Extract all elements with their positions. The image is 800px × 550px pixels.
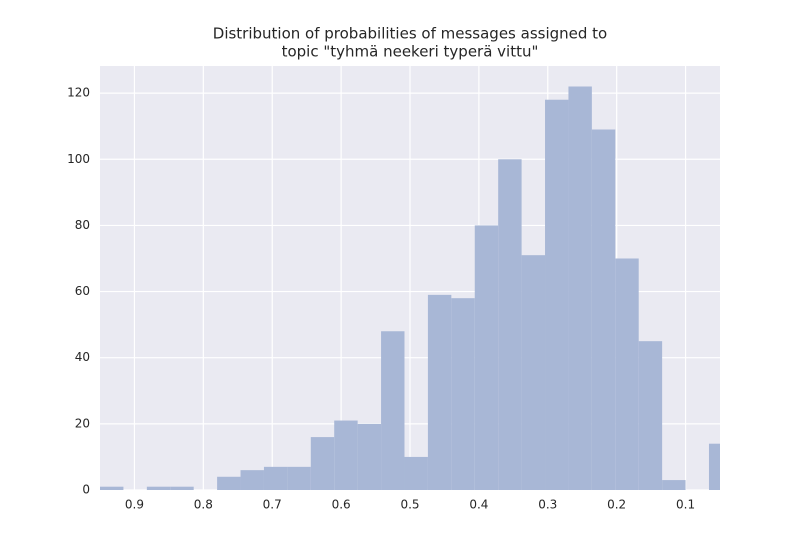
- bar: [451, 298, 475, 490]
- bar: [170, 486, 194, 490]
- bar: [100, 486, 124, 490]
- x-tick-label: 0.5: [400, 498, 419, 512]
- bar: [357, 423, 382, 490]
- x-tick-label: 0.8: [194, 498, 213, 512]
- bar: [545, 99, 569, 490]
- bar: [591, 129, 616, 490]
- bar: [287, 466, 311, 490]
- bar: [217, 476, 241, 490]
- bar: [568, 86, 592, 490]
- x-tick-label: 0.9: [125, 498, 144, 512]
- y-tick-label: 100: [67, 152, 90, 166]
- bar: [521, 255, 546, 490]
- bar: [334, 420, 358, 490]
- chart-title: topic "tyhmä neekeri typerä vittu": [282, 43, 539, 61]
- bar: [263, 466, 288, 490]
- x-tick-label: 0.3: [538, 498, 557, 512]
- bar: [615, 258, 639, 490]
- bar: [498, 159, 522, 490]
- bar: [240, 470, 264, 490]
- y-tick-label: 80: [75, 218, 90, 232]
- x-tick-label: 0.7: [263, 498, 282, 512]
- chart-title: Distribution of probabilities of message…: [213, 25, 607, 43]
- y-tick-label: 20: [75, 416, 90, 430]
- bar: [146, 486, 171, 490]
- bar: [310, 437, 335, 490]
- x-tick-label: 0.6: [332, 498, 351, 512]
- y-tick-label: 0: [82, 483, 90, 497]
- x-tick-label: 0.2: [607, 498, 626, 512]
- bar: [638, 341, 663, 490]
- x-tick-label: 0.1: [676, 498, 695, 512]
- bar: [662, 480, 686, 490]
- bar: [381, 331, 405, 490]
- bar: [474, 225, 499, 490]
- x-tick-label: 0.4: [469, 498, 488, 512]
- bar: [404, 456, 428, 490]
- y-tick-label: 40: [75, 350, 90, 364]
- bar: [708, 443, 720, 490]
- y-tick-label: 60: [75, 284, 90, 298]
- y-tick-label: 120: [67, 86, 90, 100]
- bar: [427, 294, 452, 490]
